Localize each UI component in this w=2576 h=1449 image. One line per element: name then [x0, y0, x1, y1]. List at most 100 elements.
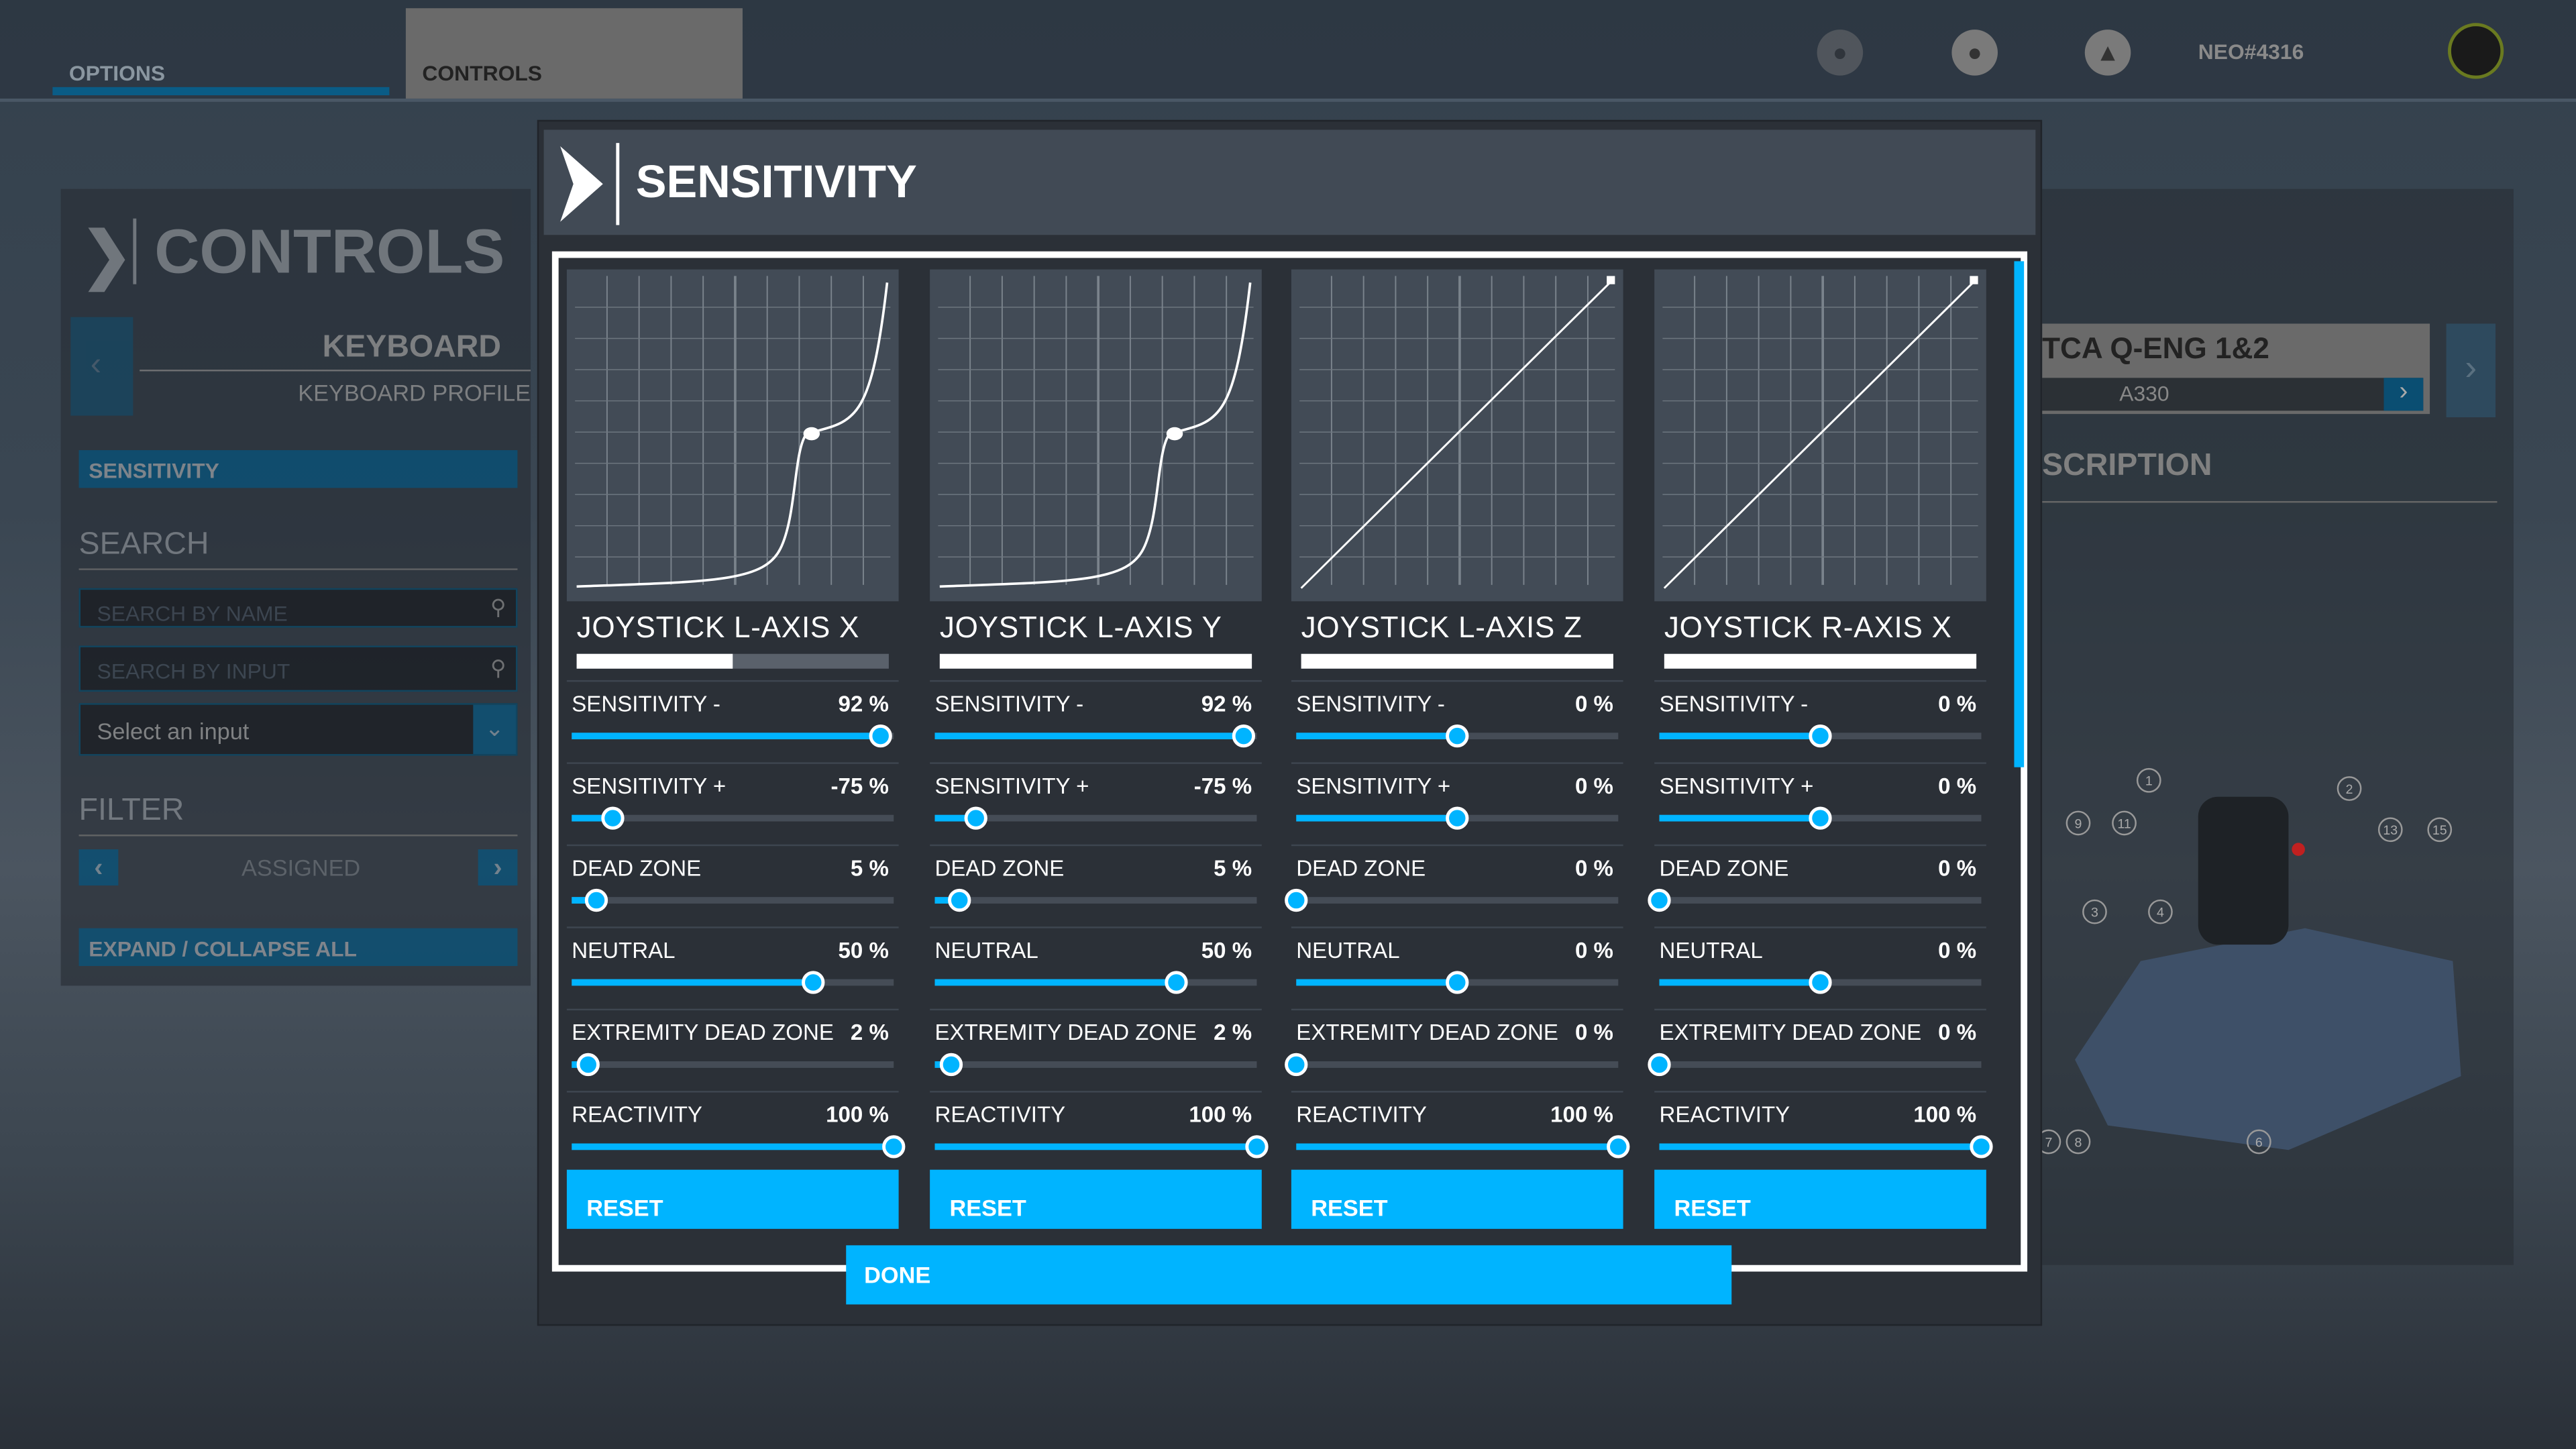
- response-curve-graph: [1654, 269, 1986, 602]
- setting-slider[interactable]: [1648, 1053, 1982, 1077]
- slider-thumb[interactable]: [1285, 1053, 1308, 1077]
- setting-value: 100 %: [826, 1102, 889, 1128]
- slider-thumb[interactable]: [1970, 1135, 1993, 1159]
- slider-thumb[interactable]: [1607, 1135, 1630, 1159]
- tab-options[interactable]: OPTIONS: [52, 8, 390, 99]
- slider-thumb[interactable]: [600, 806, 624, 830]
- setting-row: SENSITIVITY - 0 %: [1654, 680, 1986, 762]
- callout-number: 15: [2427, 817, 2453, 843]
- chevron-right-icon[interactable]: ›: [2383, 378, 2424, 411]
- slider-thumb[interactable]: [1446, 806, 1469, 830]
- slider-thumb[interactable]: [1232, 724, 1256, 748]
- search-icon: ⚲: [490, 594, 506, 620]
- top-bar: OPTIONS CONTROLS ● ● ▲ NEO#4316: [0, 0, 2576, 102]
- slider-thumb[interactable]: [584, 888, 608, 912]
- setting-slider[interactable]: [934, 806, 1257, 830]
- slider-thumb[interactable]: [1446, 724, 1469, 748]
- avatar[interactable]: [2448, 23, 2504, 79]
- slider-thumb[interactable]: [1285, 888, 1308, 912]
- tab-label: CONTROLS: [422, 60, 543, 86]
- reset-button[interactable]: RESET: [1291, 1169, 1623, 1229]
- setting-value: 2 %: [1214, 1020, 1252, 1045]
- setting-label: SENSITIVITY +: [572, 773, 727, 799]
- done-button[interactable]: DONE: [846, 1245, 1732, 1305]
- expand-collapse-button[interactable]: EXPAND / COLLAPSE ALL: [78, 928, 518, 967]
- setting-value: 0 %: [1574, 855, 1613, 881]
- slider-thumb[interactable]: [1245, 1135, 1269, 1159]
- profile-selector[interactable]: A330 ›: [2042, 378, 2424, 411]
- prev-device-button[interactable]: ‹: [70, 317, 133, 416]
- setting-slider[interactable]: [1285, 888, 1619, 912]
- setting-row: SENSITIVITY + -75 %: [566, 762, 899, 844]
- svg-text:15: 15: [2432, 823, 2447, 838]
- select-input-dropdown[interactable]: Select an input ⌄: [78, 703, 518, 756]
- setting-slider[interactable]: [934, 1135, 1269, 1159]
- setting-label: REACTIVITY: [1296, 1102, 1427, 1128]
- slider-thumb[interactable]: [802, 971, 825, 994]
- setting-slider[interactable]: [1659, 971, 1982, 994]
- slider-thumb[interactable]: [1809, 971, 1832, 994]
- slider-thumb[interactable]: [939, 1053, 963, 1077]
- slider-thumb[interactable]: [948, 888, 971, 912]
- slider-thumb[interactable]: [1165, 971, 1188, 994]
- setting-slider[interactable]: [572, 888, 894, 912]
- setting-slider[interactable]: [1296, 1135, 1630, 1159]
- divider: [140, 370, 531, 372]
- slider-thumb[interactable]: [869, 724, 893, 748]
- slider-thumb[interactable]: [882, 1135, 906, 1159]
- slider-thumb[interactable]: [1809, 806, 1832, 830]
- sensitivity-button[interactable]: SENSITIVITY: [78, 450, 518, 488]
- setting-row: REACTIVITY 100 %: [1291, 1091, 1630, 1173]
- search-by-name-input[interactable]: SEARCH BY NAME ⚲: [78, 588, 518, 628]
- setting-slider[interactable]: [1659, 806, 1982, 830]
- divider: [133, 218, 137, 284]
- tab-controls[interactable]: CONTROLS: [405, 8, 743, 99]
- next-device-button[interactable]: ›: [2446, 323, 2496, 418]
- setting-slider[interactable]: [572, 1135, 906, 1159]
- filter-next-button[interactable]: ›: [478, 849, 518, 886]
- setting-label: REACTIVITY: [1659, 1102, 1790, 1128]
- setting-slider[interactable]: [1296, 971, 1619, 994]
- setting-row: SENSITIVITY - 92 %: [566, 680, 899, 762]
- setting-slider[interactable]: [572, 806, 894, 830]
- reset-button[interactable]: RESET: [566, 1169, 899, 1229]
- setting-slider[interactable]: [1659, 724, 1982, 748]
- callout-number: 2: [2337, 776, 2362, 801]
- setting-value: 92 %: [1201, 692, 1252, 716]
- setting-slider[interactable]: [572, 1053, 894, 1077]
- slider-thumb[interactable]: [1809, 724, 1832, 748]
- setting-label: SENSITIVITY -: [934, 692, 1084, 716]
- bell-icon[interactable]: ▲: [2084, 30, 2131, 76]
- reset-button[interactable]: RESET: [930, 1169, 1262, 1229]
- setting-slider[interactable]: [1296, 724, 1619, 748]
- setting-row: NEUTRAL 50 %: [566, 926, 899, 1008]
- scrollbar[interactable]: [2014, 261, 2025, 767]
- neutral-point: [1166, 427, 1183, 441]
- setting-slider[interactable]: [1659, 1135, 1993, 1159]
- setting-row: EXTREMITY DEAD ZONE 0 %: [1648, 1008, 1986, 1091]
- setting-slider[interactable]: [572, 971, 894, 994]
- slider-thumb[interactable]: [963, 806, 987, 830]
- axis-name: JOYSTICK L-AXIS Z: [1301, 611, 1582, 645]
- setting-slider[interactable]: [934, 888, 1257, 912]
- slider-thumb[interactable]: [1648, 888, 1671, 912]
- filter-prev-button[interactable]: ‹: [78, 849, 119, 886]
- setting-slider[interactable]: [934, 1053, 1257, 1077]
- setting-slider[interactable]: [572, 724, 894, 748]
- slider-thumb[interactable]: [1648, 1053, 1671, 1077]
- callout-number: 6: [2247, 1129, 2271, 1155]
- setting-slider[interactable]: [934, 724, 1257, 748]
- setting-slider[interactable]: [1296, 806, 1619, 830]
- setting-value: 0 %: [1938, 855, 1977, 881]
- slider-thumb[interactable]: [1446, 971, 1469, 994]
- profile-icon[interactable]: ●: [1951, 30, 1998, 76]
- slider-thumb[interactable]: [576, 1053, 600, 1077]
- setting-slider[interactable]: [1285, 1053, 1619, 1077]
- friends-icon[interactable]: ●: [1817, 30, 1864, 76]
- reset-button[interactable]: RESET: [1654, 1169, 1986, 1229]
- profile-name: KEYBOARD PROFILE: [298, 379, 531, 406]
- divider: [78, 568, 518, 570]
- setting-slider[interactable]: [934, 971, 1257, 994]
- search-by-input-input[interactable]: SEARCH BY INPUT ⚲: [78, 645, 518, 692]
- setting-slider[interactable]: [1648, 888, 1982, 912]
